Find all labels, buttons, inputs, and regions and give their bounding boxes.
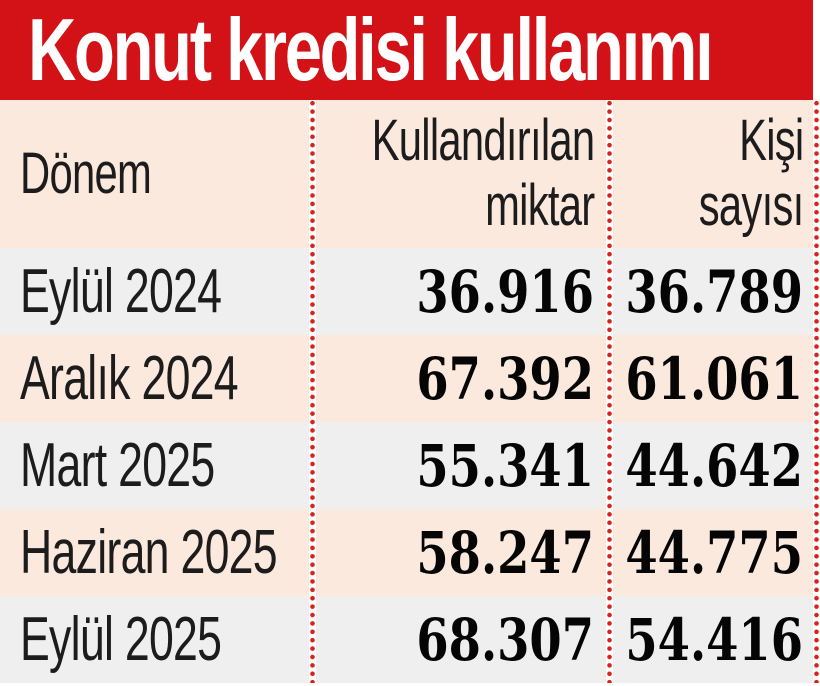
dotted-separator (606, 100, 613, 683)
period-label: Aralık 2024 (20, 344, 239, 413)
table-row: Eylül 2024 36.916 36.789 (0, 248, 813, 335)
amount-value: 58.247 (416, 518, 594, 587)
header-cell-people: Kişi sayısı (613, 100, 813, 248)
column-header-amount: Kullandırılan miktar (371, 108, 595, 238)
period-label: Eylül 2024 (20, 257, 222, 326)
table-row: Haziran 2025 58.247 44.775 (0, 509, 813, 596)
people-value: 44.642 (625, 431, 803, 500)
cell-people: 54.416 (613, 596, 813, 683)
table-row: Mart 2025 55.341 44.642 (0, 422, 813, 509)
period-label: Eylül 2025 (20, 605, 222, 674)
people-value: 54.416 (625, 605, 803, 674)
cell-amount: 58.247 (316, 509, 606, 596)
amount-value: 55.341 (416, 431, 594, 500)
dotted-separator (813, 100, 820, 683)
cell-people: 61.061 (613, 335, 813, 422)
dotted-separator (309, 100, 316, 683)
page-title: Konut kredisi kullanımı (28, 6, 820, 94)
loan-table: Dönem Kullandırılan miktar Kişi sayısı Eyl… (0, 100, 813, 683)
period-label: Mart 2025 (20, 431, 215, 500)
header-cell-amount: Kullandırılan miktar (316, 100, 606, 248)
cell-people: 44.775 (613, 509, 813, 596)
table-header-row: Dönem Kullandırılan miktar Kişi sayısı (0, 100, 813, 248)
title-banner: Konut kredisi kullanımı (0, 0, 813, 100)
cell-period: Haziran 2025 (0, 509, 309, 596)
cell-amount: 55.341 (316, 422, 606, 509)
cell-amount: 68.307 (316, 596, 606, 683)
cell-people: 44.642 (613, 422, 813, 509)
cell-people: 36.789 (613, 248, 813, 335)
table-row: Eylül 2025 68.307 54.416 (0, 596, 813, 683)
column-header-period: Dönem (20, 140, 152, 206)
page-title-text: Konut kredisi kullanımı (28, 0, 714, 99)
people-value: 36.789 (625, 257, 803, 326)
column-header-people: Kişi sayısı (698, 108, 803, 238)
amount-value: 36.916 (416, 257, 594, 326)
cell-amount: 67.392 (316, 335, 606, 422)
cell-amount: 36.916 (316, 248, 606, 335)
amount-value: 68.307 (416, 605, 594, 674)
cell-period: Eylül 2024 (0, 248, 309, 335)
people-value: 44.775 (625, 518, 803, 587)
cell-period: Aralık 2024 (0, 335, 309, 422)
cell-period: Eylül 2025 (0, 596, 309, 683)
people-value: 61.061 (625, 344, 803, 413)
table-row: Aralık 2024 67.392 61.061 (0, 335, 813, 422)
amount-value: 67.392 (416, 344, 594, 413)
period-label: Haziran 2025 (20, 518, 278, 587)
cell-period: Mart 2025 (0, 422, 309, 509)
header-cell-period: Dönem (0, 100, 309, 248)
